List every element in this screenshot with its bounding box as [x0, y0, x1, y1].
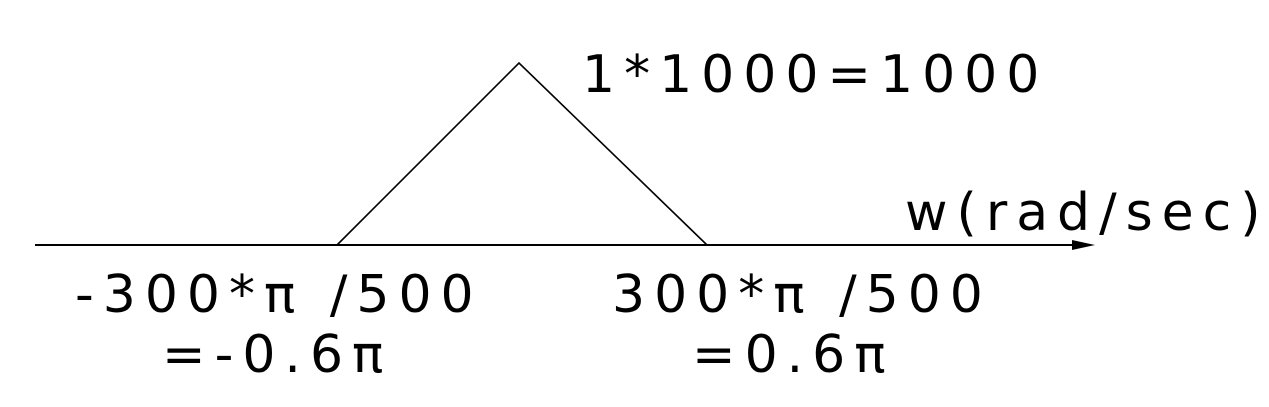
left-cutoff-label-value: =-0.6π	[162, 325, 392, 385]
peak-value-label: 1*1000=1000	[582, 45, 1048, 105]
right-cutoff-label-value: =0.6π	[692, 325, 895, 385]
triangle-spectrum	[336, 61, 708, 246]
left-cutoff-label-expression: -300*π /500	[75, 265, 483, 325]
axis-arrowhead	[1072, 240, 1095, 250]
right-cutoff-label-expression: 300*π /500	[612, 265, 992, 325]
axis-label: w(rad/sec)	[905, 183, 1269, 243]
